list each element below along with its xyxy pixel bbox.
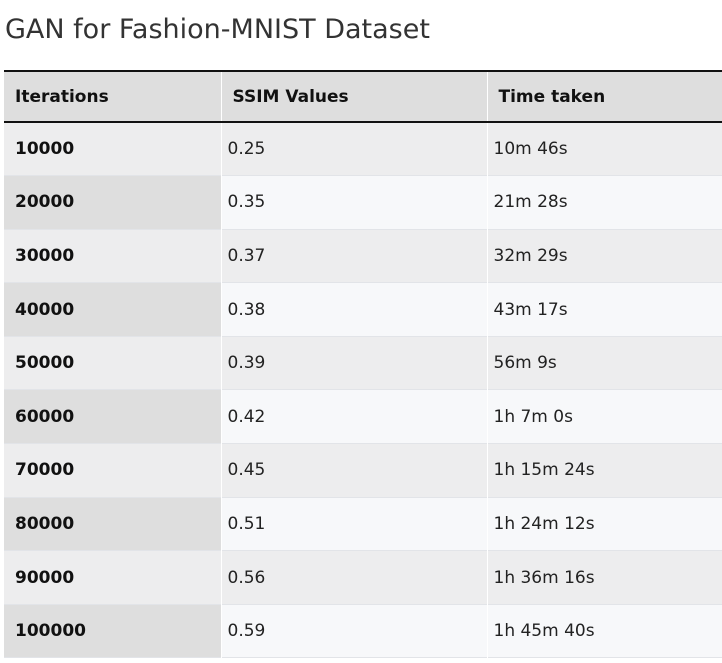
cell-ssim: 0.56 xyxy=(221,550,488,605)
cell-time: 1h 24m 12s xyxy=(487,497,722,551)
cell-time: 43m 17s xyxy=(487,282,722,337)
results-table: Iterations SSIM Values Time taken 10000 … xyxy=(4,70,722,658)
table-row: 20000 0.35 21m 28s xyxy=(4,175,722,230)
cell-iterations: 30000 xyxy=(4,229,222,283)
table-header: Iterations SSIM Values Time taken xyxy=(4,70,722,123)
table-row: 90000 0.56 1h 36m 16s xyxy=(4,550,722,605)
cell-ssim: 0.42 xyxy=(221,389,488,444)
table-row: 100000 0.59 1h 45m 40s xyxy=(4,604,722,658)
cell-time: 1h 7m 0s xyxy=(487,389,722,444)
header-row: Iterations SSIM Values Time taken xyxy=(4,70,722,123)
cell-ssim: 0.59 xyxy=(221,604,488,658)
cell-iterations: 100000 xyxy=(4,604,222,658)
cell-iterations: 10000 xyxy=(4,122,222,176)
cell-ssim: 0.37 xyxy=(221,229,488,283)
cell-time: 1h 15m 24s xyxy=(487,443,722,498)
cell-iterations: 80000 xyxy=(4,497,222,551)
table-row: 10000 0.25 10m 46s xyxy=(4,122,722,176)
cell-time: 56m 9s xyxy=(487,336,722,390)
cell-iterations: 50000 xyxy=(4,336,222,390)
table-row: 80000 0.51 1h 24m 12s xyxy=(4,497,722,551)
cell-iterations: 60000 xyxy=(4,389,222,444)
cell-time: 10m 46s xyxy=(487,122,722,176)
table-row: 40000 0.38 43m 17s xyxy=(4,282,722,337)
table-row: 50000 0.39 56m 9s xyxy=(4,336,722,390)
cell-ssim: 0.25 xyxy=(221,122,488,176)
cell-iterations: 90000 xyxy=(4,550,222,605)
cell-iterations: 40000 xyxy=(4,282,222,337)
table-row: 70000 0.45 1h 15m 24s xyxy=(4,443,722,498)
table-row: 60000 0.42 1h 7m 0s xyxy=(4,389,722,444)
cell-iterations: 20000 xyxy=(4,175,222,230)
cell-iterations: 70000 xyxy=(4,443,222,498)
table-row: 30000 0.37 32m 29s xyxy=(4,229,722,283)
cell-time: 21m 28s xyxy=(487,175,722,230)
header-ssim-values: SSIM Values xyxy=(221,70,488,123)
cell-ssim: 0.51 xyxy=(221,497,488,551)
cell-time: 32m 29s xyxy=(487,229,722,283)
header-time-taken: Time taken xyxy=(487,70,722,123)
cell-ssim: 0.39 xyxy=(221,336,488,390)
page-title: GAN for Fashion-MNIST Dataset xyxy=(5,14,430,45)
cell-ssim: 0.38 xyxy=(221,282,488,337)
cell-ssim: 0.45 xyxy=(221,443,488,498)
header-iterations: Iterations xyxy=(4,70,222,123)
cell-ssim: 0.35 xyxy=(221,175,488,230)
cell-time: 1h 45m 40s xyxy=(487,604,722,658)
table-body: 10000 0.25 10m 46s 20000 0.35 21m 28s 30… xyxy=(4,122,722,658)
results-table-container: Iterations SSIM Values Time taken 10000 … xyxy=(4,70,722,658)
cell-time: 1h 36m 16s xyxy=(487,550,722,605)
